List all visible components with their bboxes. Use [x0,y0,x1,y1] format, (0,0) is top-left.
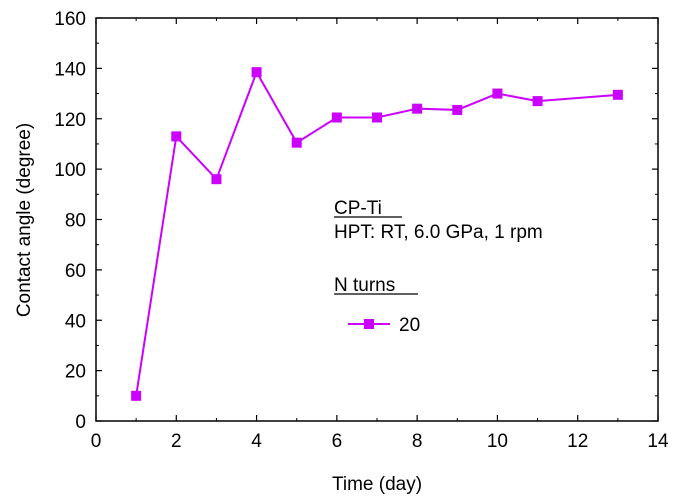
data-point [612,89,623,100]
data-point [131,390,142,401]
x-tick-label: 6 [332,431,343,452]
x-tick-label: 10 [487,431,508,452]
annotation-box: CP-Ti HPT: RT, 6.0 GPa, 1 rpm N turns [334,198,543,296]
data-point [251,67,262,78]
y-tick-label: 20 [65,362,86,383]
data-point [331,112,342,123]
plot-frame [95,17,659,422]
y-axis-label: Contact angle (degree) [14,123,35,317]
data-point [492,88,503,99]
y-tick-label: 0 [75,412,86,433]
legend-title: N turns [334,275,395,296]
y-tick-label: 40 [65,311,86,332]
y-tick-label: 140 [54,59,86,80]
x-tick-label: 2 [171,431,182,452]
process-label: HPT: RT, 6.0 GPa, 1 rpm [334,222,543,243]
data-point [211,174,222,185]
x-tick-label: 0 [91,431,102,452]
y-tick-label: 100 [54,160,86,181]
y-tick-label: 160 [54,9,86,30]
data-point [372,112,382,123]
y-tick-label: 80 [65,211,86,232]
data-point [412,103,423,114]
data-point [452,104,463,115]
x-tick-label: 12 [567,431,588,452]
x-tick-label: 8 [412,431,423,452]
data-point [171,131,182,142]
x-axis-label: Time (day) [332,474,422,495]
series-line [135,69,618,396]
legend: 20 [348,315,420,336]
data-point [291,137,302,148]
material-label: CP-Ti [334,198,382,219]
x-tick-label: 4 [251,431,262,452]
y-tick-label: 60 [65,261,86,282]
x-tick-label: 14 [647,431,669,452]
legend-series-label: 20 [399,315,420,336]
series-layer [131,67,623,401]
legend-marker-square [364,319,374,329]
data-point [532,96,543,107]
y-tick-label: 120 [54,110,86,131]
